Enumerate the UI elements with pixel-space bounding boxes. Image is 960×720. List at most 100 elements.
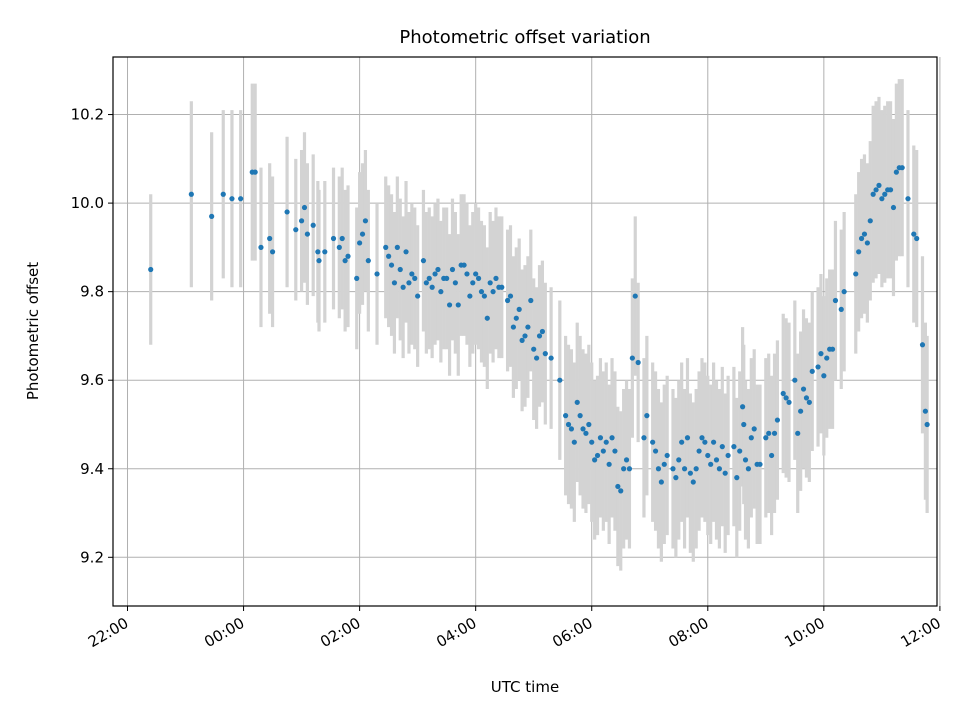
data-point <box>661 461 667 467</box>
data-point <box>420 258 427 264</box>
data-point <box>423 280 429 286</box>
data-point <box>534 355 540 361</box>
data-point <box>876 182 882 188</box>
data-point <box>362 218 369 224</box>
data-point <box>510 324 516 330</box>
data-point <box>507 293 514 299</box>
data-point <box>397 266 403 273</box>
data-point <box>745 466 752 472</box>
data-point <box>716 466 722 472</box>
data-point <box>658 479 664 485</box>
data-point <box>890 204 897 211</box>
data-point <box>470 280 476 286</box>
data-point <box>557 377 563 383</box>
data-point <box>519 337 525 343</box>
data-point <box>571 439 577 445</box>
data-point <box>867 218 873 224</box>
data-point <box>499 284 505 290</box>
data-point <box>229 196 235 202</box>
data-point <box>751 426 757 432</box>
data-point <box>435 266 441 273</box>
data-point <box>516 306 522 312</box>
data-point <box>461 262 467 268</box>
data-point <box>531 346 537 352</box>
data-point <box>899 165 905 171</box>
data-point <box>238 196 244 202</box>
data-point <box>652 448 659 454</box>
chart-title: Photometric offset variation <box>399 27 650 48</box>
data-point <box>432 271 438 277</box>
data-point <box>629 355 635 361</box>
data-point <box>705 452 711 459</box>
data-point <box>887 187 894 193</box>
data-point <box>589 439 595 445</box>
data-point <box>594 452 601 459</box>
data-point <box>626 466 633 472</box>
data-point <box>475 275 482 281</box>
data-point <box>609 435 615 441</box>
data-point <box>766 430 772 436</box>
data-point <box>861 231 868 237</box>
data-point <box>267 235 273 242</box>
data-point <box>304 231 310 237</box>
data-point <box>783 395 789 401</box>
y-tick-label: 10.2 <box>71 106 104 124</box>
data-point <box>565 421 572 428</box>
data-point <box>818 351 824 357</box>
data-point <box>409 271 415 277</box>
data-point <box>455 302 461 308</box>
data-point <box>664 452 670 459</box>
data-point <box>452 280 458 286</box>
data-point <box>710 439 717 445</box>
data-point <box>635 359 641 366</box>
data-point <box>301 204 308 211</box>
data-point <box>336 244 342 250</box>
data-point <box>574 399 580 405</box>
data-point <box>858 235 865 242</box>
data-point <box>914 235 920 242</box>
data-point <box>905 196 911 202</box>
data-point <box>148 266 154 273</box>
data-point <box>650 439 656 445</box>
data-point <box>252 169 258 175</box>
data-point <box>597 435 604 441</box>
data-point <box>406 280 412 286</box>
data-point <box>676 457 682 463</box>
data-point <box>359 231 366 237</box>
data-point <box>740 404 746 410</box>
data-point <box>330 235 337 242</box>
data-point <box>415 293 421 299</box>
y-tick-label: 9.4 <box>80 460 104 478</box>
data-point <box>484 315 490 321</box>
data-point <box>853 271 859 277</box>
data-point <box>800 386 807 392</box>
data-point <box>220 191 226 197</box>
data-point <box>792 377 798 383</box>
data-point <box>763 435 769 441</box>
data-point <box>365 258 371 264</box>
data-point <box>481 293 487 299</box>
data-point <box>696 448 702 454</box>
data-point <box>438 289 444 295</box>
data-point <box>786 399 792 405</box>
data-point <box>731 444 737 450</box>
y-tick-label: 10.0 <box>71 194 104 212</box>
data-point <box>821 373 827 379</box>
data-point <box>670 466 676 472</box>
data-point <box>809 368 815 374</box>
y-axis: 9.2 9.4 9.6 9.8 10.0 10.2 <box>71 106 113 566</box>
data-point <box>798 408 804 414</box>
data-point <box>209 213 215 219</box>
data-point <box>258 244 264 250</box>
data-point <box>298 218 305 224</box>
data-point <box>838 306 844 312</box>
data-point <box>780 390 786 397</box>
data-point <box>284 209 290 215</box>
data-point <box>632 293 638 299</box>
data-point <box>504 297 511 304</box>
data-point <box>444 275 450 281</box>
data-point <box>467 293 473 299</box>
data-point <box>446 302 453 308</box>
data-point <box>583 430 589 436</box>
data-point <box>383 244 389 250</box>
